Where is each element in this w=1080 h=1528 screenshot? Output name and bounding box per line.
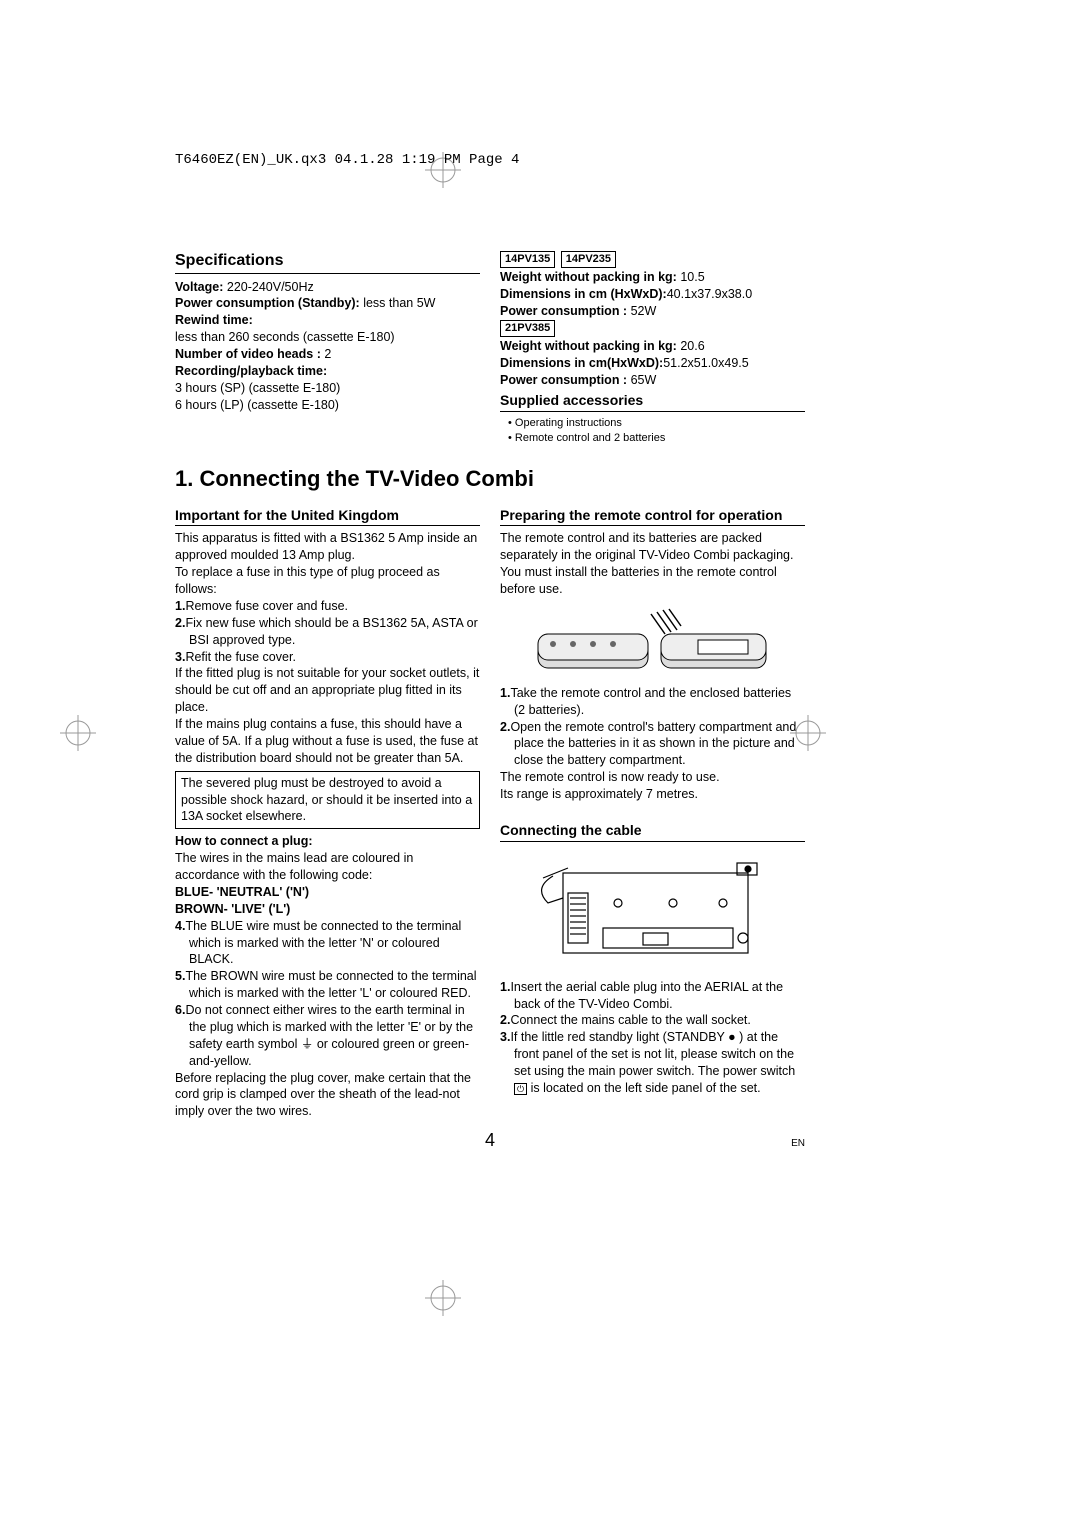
remote-title: Preparing the remote control for operati… bbox=[500, 506, 805, 527]
page-content: Specifications Voltage: 220-240V/50Hz Po… bbox=[175, 250, 805, 1151]
page-number: 4 bbox=[175, 1130, 805, 1151]
uk-step-1: 1.Remove fuse cover and fuse. bbox=[189, 598, 480, 615]
uk-p5: The wires in the mains lead are coloured… bbox=[175, 850, 480, 884]
specs-title: Specifications bbox=[175, 250, 480, 274]
p2-label: Power consumption : bbox=[500, 373, 627, 387]
d2-label: Dimensions in cm(HxWxD): bbox=[500, 356, 663, 370]
rec-label: Recording/playback time: bbox=[175, 363, 480, 380]
voltage-value: 220-240V/50Hz bbox=[223, 280, 313, 294]
uk-step-6: 6.Do not connect either wires to the ear… bbox=[189, 1002, 480, 1070]
cable-illustration bbox=[500, 848, 805, 973]
d1-label: Dimensions in cm (HxWxD): bbox=[500, 287, 667, 301]
p1-value: 52W bbox=[627, 304, 656, 318]
uk-p3: If the fitted plug is not suitable for y… bbox=[175, 665, 480, 716]
specs-left: Specifications Voltage: 220-240V/50Hz Po… bbox=[175, 250, 480, 446]
chapter-title: 1. Connecting the TV-Video Combi bbox=[175, 466, 805, 492]
howto-label: How to connect a plug: bbox=[175, 833, 480, 850]
cable-step-3: 3.If the little red standby light (STAND… bbox=[514, 1029, 805, 1097]
uk-p2: To replace a fuse in this type of plug p… bbox=[175, 564, 480, 598]
w1-label: Weight without packing in kg: bbox=[500, 270, 677, 284]
remote-illustration bbox=[500, 604, 805, 679]
remote-p1: The remote control and its batteries are… bbox=[500, 530, 805, 598]
cable-step-1: 1.Insert the aerial cable plug into the … bbox=[514, 979, 805, 1013]
supplied-item-1: Operating instructions bbox=[508, 416, 805, 431]
model-14pv235: 14PV235 bbox=[561, 251, 616, 268]
remote-p3: Its range is approximately 7 metres. bbox=[500, 786, 805, 803]
pc-standby-value: less than 5W bbox=[360, 296, 436, 310]
lang-tag: EN bbox=[791, 1138, 805, 1149]
crop-mark-bottom bbox=[425, 1280, 461, 1316]
earth-icon: ⏚ bbox=[301, 1037, 314, 1051]
cable-step-2: 2.Connect the mains cable to the wall so… bbox=[514, 1012, 805, 1029]
rec-lp: 6 hours (LP) (cassette E-180) bbox=[175, 397, 480, 414]
remote-step-2: 2.Open the remote control's battery comp… bbox=[514, 719, 805, 770]
w2-label: Weight without packing in kg: bbox=[500, 339, 677, 353]
uk-step-2: 2.Fix new fuse which should be a BS1362 … bbox=[189, 615, 480, 649]
model-14pv135: 14PV135 bbox=[500, 251, 555, 268]
print-header: T6460EZ(EN)_UK.qx3 04.1.28 1:19 PM Page … bbox=[175, 152, 519, 168]
model-21pv385: 21PV385 bbox=[500, 320, 555, 337]
crop-mark-left bbox=[60, 715, 96, 751]
w2-value: 20.6 bbox=[677, 339, 705, 353]
uk-p1: This apparatus is fitted with a BS1362 5… bbox=[175, 530, 480, 564]
uk-step-3: 3.Refit the fuse cover. bbox=[189, 649, 480, 666]
p2-value: 65W bbox=[627, 373, 656, 387]
p1-label: Power consumption : bbox=[500, 304, 627, 318]
supplied-item-2: Remote control and 2 batteries bbox=[508, 431, 805, 446]
remote-p2: The remote control is now ready to use. bbox=[500, 769, 805, 786]
d1-value: 40.1x37.9x38.0 bbox=[667, 287, 753, 301]
d2-value: 51.2x51.0x49.5 bbox=[663, 356, 749, 370]
standby-icon: ● bbox=[728, 1030, 736, 1044]
uk-step-4: 4.The BLUE wire must be connected to the… bbox=[189, 918, 480, 969]
uk-p6: Before replacing the plug cover, make ce… bbox=[175, 1070, 480, 1121]
remote-step-1: 1.Take the remote control and the enclos… bbox=[514, 685, 805, 719]
w1-value: 10.5 bbox=[677, 270, 705, 284]
heads-label: Number of video heads : bbox=[175, 347, 321, 361]
cable-title: Connecting the cable bbox=[500, 821, 805, 842]
uk-p4: If the mains plug contains a fuse, this … bbox=[175, 716, 480, 767]
col-left: Important for the United Kingdom This ap… bbox=[175, 504, 480, 1121]
uk-note: The severed plug must be destroyed to av… bbox=[175, 771, 480, 830]
rec-sp: 3 hours (SP) (cassette E-180) bbox=[175, 380, 480, 397]
specs-right: 14PV135 14PV235 Weight without packing i… bbox=[500, 250, 805, 446]
power-switch-icon: ⏻ bbox=[514, 1083, 527, 1095]
uk-title: Important for the United Kingdom bbox=[175, 506, 480, 527]
rewind-value: less than 260 seconds (cassette E-180) bbox=[175, 329, 480, 346]
pc-standby-label: Power consumption (Standby): bbox=[175, 296, 360, 310]
brown-code: BROWN- 'LIVE' ('L') bbox=[175, 901, 480, 918]
blue-code: BLUE- 'NEUTRAL' ('N') bbox=[175, 884, 480, 901]
voltage-label: Voltage: bbox=[175, 280, 223, 294]
heads-value: 2 bbox=[321, 347, 331, 361]
uk-step-5: 5.The BROWN wire must be connected to th… bbox=[189, 968, 480, 1002]
rewind-label: Rewind time: bbox=[175, 312, 480, 329]
supplied-title: Supplied accessories bbox=[500, 391, 805, 412]
col-right: Preparing the remote control for operati… bbox=[500, 504, 805, 1121]
